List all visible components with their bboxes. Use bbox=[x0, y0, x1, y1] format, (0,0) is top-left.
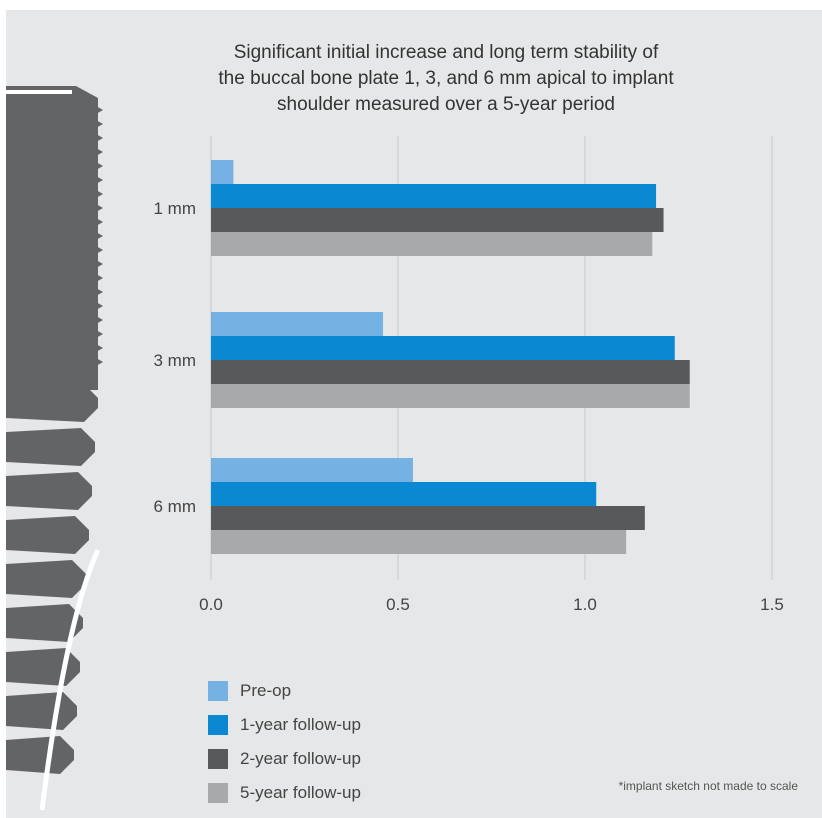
legend-label: 5-year follow-up bbox=[240, 783, 361, 802]
bar-3mm-series-0 bbox=[211, 312, 384, 336]
bar-3mm-series-3 bbox=[211, 384, 690, 408]
category-label: 1 mm bbox=[154, 199, 197, 218]
bars-group bbox=[211, 160, 690, 554]
implant-thread bbox=[6, 516, 89, 554]
legend-label: 2-year follow-up bbox=[240, 749, 361, 768]
legend-swatch-5-year bbox=[208, 783, 228, 803]
implant-sketch bbox=[6, 86, 103, 811]
bar-3mm-series-2 bbox=[211, 360, 690, 384]
category-labels: 1 mm 3 mm 6 mm bbox=[154, 199, 197, 516]
implant-microthread bbox=[96, 190, 103, 198]
implant-flute-line bbox=[39, 548, 101, 811]
legend-swatch-1-year bbox=[208, 715, 228, 735]
implant-microthread bbox=[96, 358, 103, 366]
implant-microthread bbox=[96, 204, 103, 212]
bar-1mm-series-1 bbox=[211, 184, 657, 208]
implant-microthread bbox=[96, 162, 103, 170]
legend-label: Pre-op bbox=[240, 681, 292, 700]
bar-3mm-series-1 bbox=[211, 336, 675, 360]
x-tick-label: 0.5 bbox=[386, 595, 410, 614]
x-tick-label: 1.5 bbox=[760, 595, 784, 614]
x-tick-labels: 0.0 0.5 1.0 1.5 bbox=[199, 595, 784, 614]
legend-item-1-year: 1-year follow-up bbox=[208, 708, 361, 742]
bar-6mm-series-1 bbox=[211, 482, 597, 506]
implant-microthread bbox=[96, 274, 103, 282]
bar-1mm-series-0 bbox=[211, 160, 234, 184]
legend-item-5-year: 5-year follow-up bbox=[208, 776, 361, 810]
implant-microthread bbox=[96, 218, 103, 226]
implant-microthread bbox=[96, 344, 103, 352]
legend-item-2-year: 2-year follow-up bbox=[208, 742, 361, 776]
implant-thread bbox=[6, 472, 92, 510]
implant-microthread bbox=[96, 176, 103, 184]
legend-swatch-pre-op bbox=[208, 681, 228, 701]
implant-microthread bbox=[96, 288, 103, 296]
legend-label: 1-year follow-up bbox=[240, 715, 361, 734]
legend-item-pre-op: Pre-op bbox=[208, 674, 361, 708]
legend-swatch-2-year bbox=[208, 749, 228, 769]
implant-microthread bbox=[96, 106, 103, 114]
chart-title: Significant initial increase and long te… bbox=[218, 42, 674, 115]
chart-canvas: 1 mm 3 mm 6 mm 0.0 0.5 1.0 1.5 bbox=[6, 86, 784, 811]
implant-microthread bbox=[96, 330, 103, 338]
implant-thread bbox=[6, 692, 77, 730]
bar-6mm-series-0 bbox=[211, 458, 413, 482]
implant-thread bbox=[6, 384, 98, 422]
bar-1mm-series-2 bbox=[211, 208, 664, 232]
category-label: 3 mm bbox=[154, 351, 197, 370]
chart-panel: 1 mm 3 mm 6 mm 0.0 0.5 1.0 1.5 Significant in… bbox=[6, 10, 822, 818]
implant-microthread bbox=[96, 246, 103, 254]
legend: Pre-op 1-year follow-up 2-year follow-up… bbox=[208, 674, 361, 810]
x-tick-label: 0.0 bbox=[199, 595, 223, 614]
implant-microthread bbox=[96, 148, 103, 156]
bar-1mm-series-3 bbox=[211, 232, 653, 256]
bar-6mm-series-3 bbox=[211, 530, 627, 554]
implant-body bbox=[6, 86, 98, 382]
implant-microthread bbox=[96, 134, 103, 142]
implant-microthread bbox=[96, 302, 103, 310]
implant-thread bbox=[6, 604, 83, 642]
implant-microthread bbox=[96, 260, 103, 268]
implant-microthread bbox=[96, 316, 103, 324]
implant-thread bbox=[6, 736, 74, 774]
x-tick-label: 1.0 bbox=[573, 595, 597, 614]
implant-microthread bbox=[96, 120, 103, 128]
bar-6mm-series-2 bbox=[211, 506, 645, 530]
implant-thread bbox=[6, 428, 95, 466]
footnote: *implant sketch not made to scale bbox=[618, 779, 798, 793]
implant-microthread bbox=[96, 232, 103, 240]
category-label: 6 mm bbox=[154, 497, 197, 516]
implant-thread bbox=[6, 560, 86, 598]
